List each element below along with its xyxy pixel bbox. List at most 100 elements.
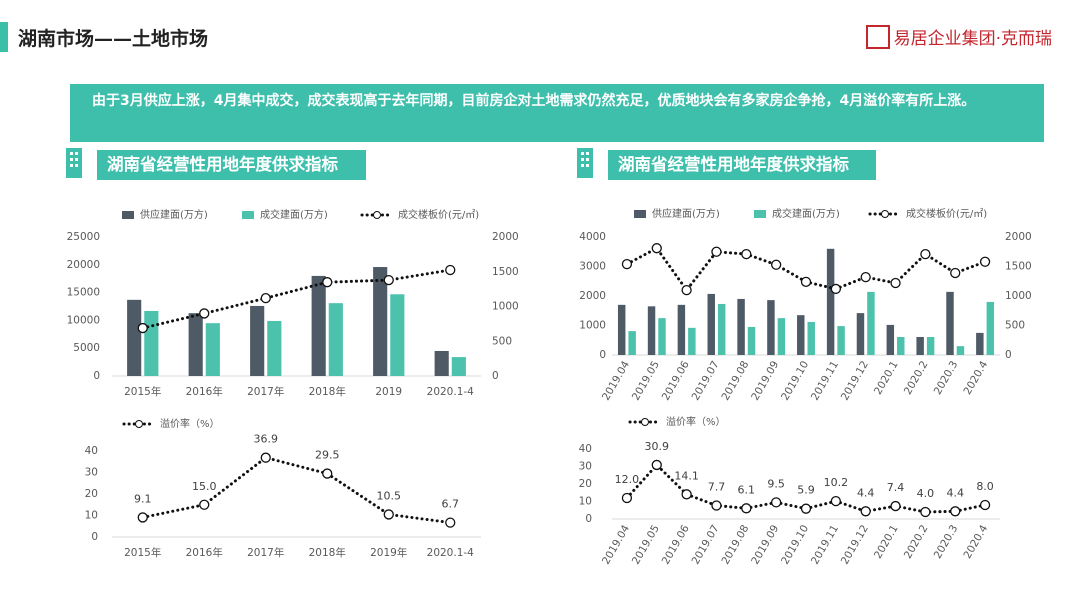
x-tick-label: 2019.10: [779, 359, 811, 403]
x-tick-label: 2017年: [247, 385, 284, 398]
banner: 由于3月供应上涨，4月集中成交，成交表现高于去年同期，目前房企对土地需求仍然充足…: [70, 84, 1044, 142]
x-tick-label: 2016年: [186, 546, 223, 559]
data-label: 15.0: [192, 480, 217, 493]
panel-title: 湖南省经营性用地年度供求指标: [97, 150, 366, 180]
point: [137, 322, 148, 334]
data-label: 4.0: [917, 487, 935, 500]
line: [141, 456, 452, 525]
point: [322, 468, 333, 479]
bar: [826, 248, 835, 355]
y-tick-label: 10000: [67, 314, 100, 326]
bar: [916, 337, 924, 355]
data-label: 9.5: [767, 477, 785, 490]
bar: [837, 326, 845, 355]
point: [979, 499, 991, 511]
data-label: 8.0: [976, 480, 994, 493]
x-tick-label: 2019年: [370, 546, 407, 559]
x-tick-label: 2019.12: [839, 523, 871, 567]
point: [383, 509, 394, 520]
bar: [707, 293, 715, 355]
point: [890, 500, 901, 512]
x-tick-label: 2019.08: [719, 523, 751, 567]
bar: [767, 300, 775, 355]
legend-label: 成交楼板价(元/㎡): [398, 208, 479, 221]
point: [681, 284, 692, 296]
bar: [976, 332, 984, 355]
point: [920, 248, 931, 260]
data-label: 10.5: [377, 489, 402, 502]
y-tick-label: 15000: [67, 287, 100, 299]
point: [445, 264, 456, 276]
bar: [797, 315, 805, 355]
legend-marker: [881, 210, 889, 218]
bar: [867, 291, 875, 355]
x-tick-label: 2020.2: [902, 359, 931, 397]
x-tick-label: 2017年: [247, 546, 284, 559]
y-tick-label: 20: [85, 488, 98, 500]
point: [771, 259, 782, 270]
x-tick-label: 2020.1-4: [427, 547, 475, 559]
bar: [956, 346, 965, 355]
point: [800, 503, 812, 514]
x-tick-label: 2019.05: [630, 359, 662, 403]
y-tick-label: 0: [599, 349, 606, 361]
x-tick-label: 2019.10: [779, 523, 811, 567]
y2-tick-label: 0: [492, 370, 499, 382]
y-tick-label: 20000: [67, 259, 100, 271]
legend-label: 供应建面(万方): [140, 208, 208, 221]
bar: [946, 291, 954, 355]
x-tick-label: 2019.09: [749, 359, 781, 403]
x-tick-label: 2019.11: [809, 523, 841, 567]
data-label: 29.5: [315, 449, 340, 462]
page-title: 湖南市场——土地市场: [18, 28, 209, 50]
legend-swatch: [122, 211, 134, 219]
x-tick-label: 2019.07: [690, 359, 722, 403]
point: [860, 271, 871, 283]
y-tick-label: 30: [579, 461, 592, 473]
y2-tick-label: 2000: [1005, 231, 1032, 243]
point: [979, 256, 991, 267]
panel-title: 湖南省经营性用地年度供求指标: [608, 150, 876, 180]
y-tick-label: 4000: [579, 231, 606, 243]
point: [199, 308, 210, 319]
y2-tick-label: 500: [1005, 320, 1025, 332]
logo-text: 易居企业集团·克而瑞: [893, 29, 1052, 49]
bar: [250, 305, 265, 376]
x-tick-label: 2020.4: [962, 523, 991, 561]
bar: [777, 318, 786, 355]
point: [199, 499, 210, 510]
y2-tick-label: 1500: [1005, 261, 1032, 273]
x-tick-label: 2016年: [186, 385, 223, 398]
x-tick-label: 2019.06: [660, 523, 692, 567]
x-tick-label: 2019: [375, 386, 402, 398]
x-tick-label: 2020.3: [932, 523, 961, 561]
bar: [737, 298, 745, 355]
legend-label: 成交建面(万方): [772, 207, 840, 220]
y-tick-label: 10: [85, 510, 98, 522]
x-tick-label: 2018年: [309, 546, 346, 559]
bar: [856, 313, 865, 355]
x-tick-label: 2020.3: [932, 359, 961, 397]
bar: [311, 275, 326, 376]
x-tick-label: 2020.2: [902, 523, 931, 561]
bar: [127, 299, 142, 376]
x-tick-label: 2019.12: [839, 359, 871, 403]
bar: [926, 337, 935, 355]
x-tick-label: 2015年: [124, 385, 161, 398]
bar: [451, 357, 466, 376]
bar: [267, 320, 282, 376]
point: [681, 489, 692, 500]
x-tick-label: 2020.1: [872, 523, 901, 561]
bar: [144, 310, 159, 376]
x-tick-label: 2019.05: [630, 523, 662, 567]
data-label: 10.2: [824, 476, 849, 489]
x-tick-label: 2020.4: [962, 359, 991, 397]
bar: [677, 304, 686, 355]
point: [260, 293, 271, 304]
bar: [205, 323, 220, 376]
bar: [647, 306, 656, 355]
bar: [328, 303, 343, 376]
legend-label: 成交楼板价(元/㎡): [906, 207, 987, 220]
data-label: 12.0: [615, 473, 640, 486]
